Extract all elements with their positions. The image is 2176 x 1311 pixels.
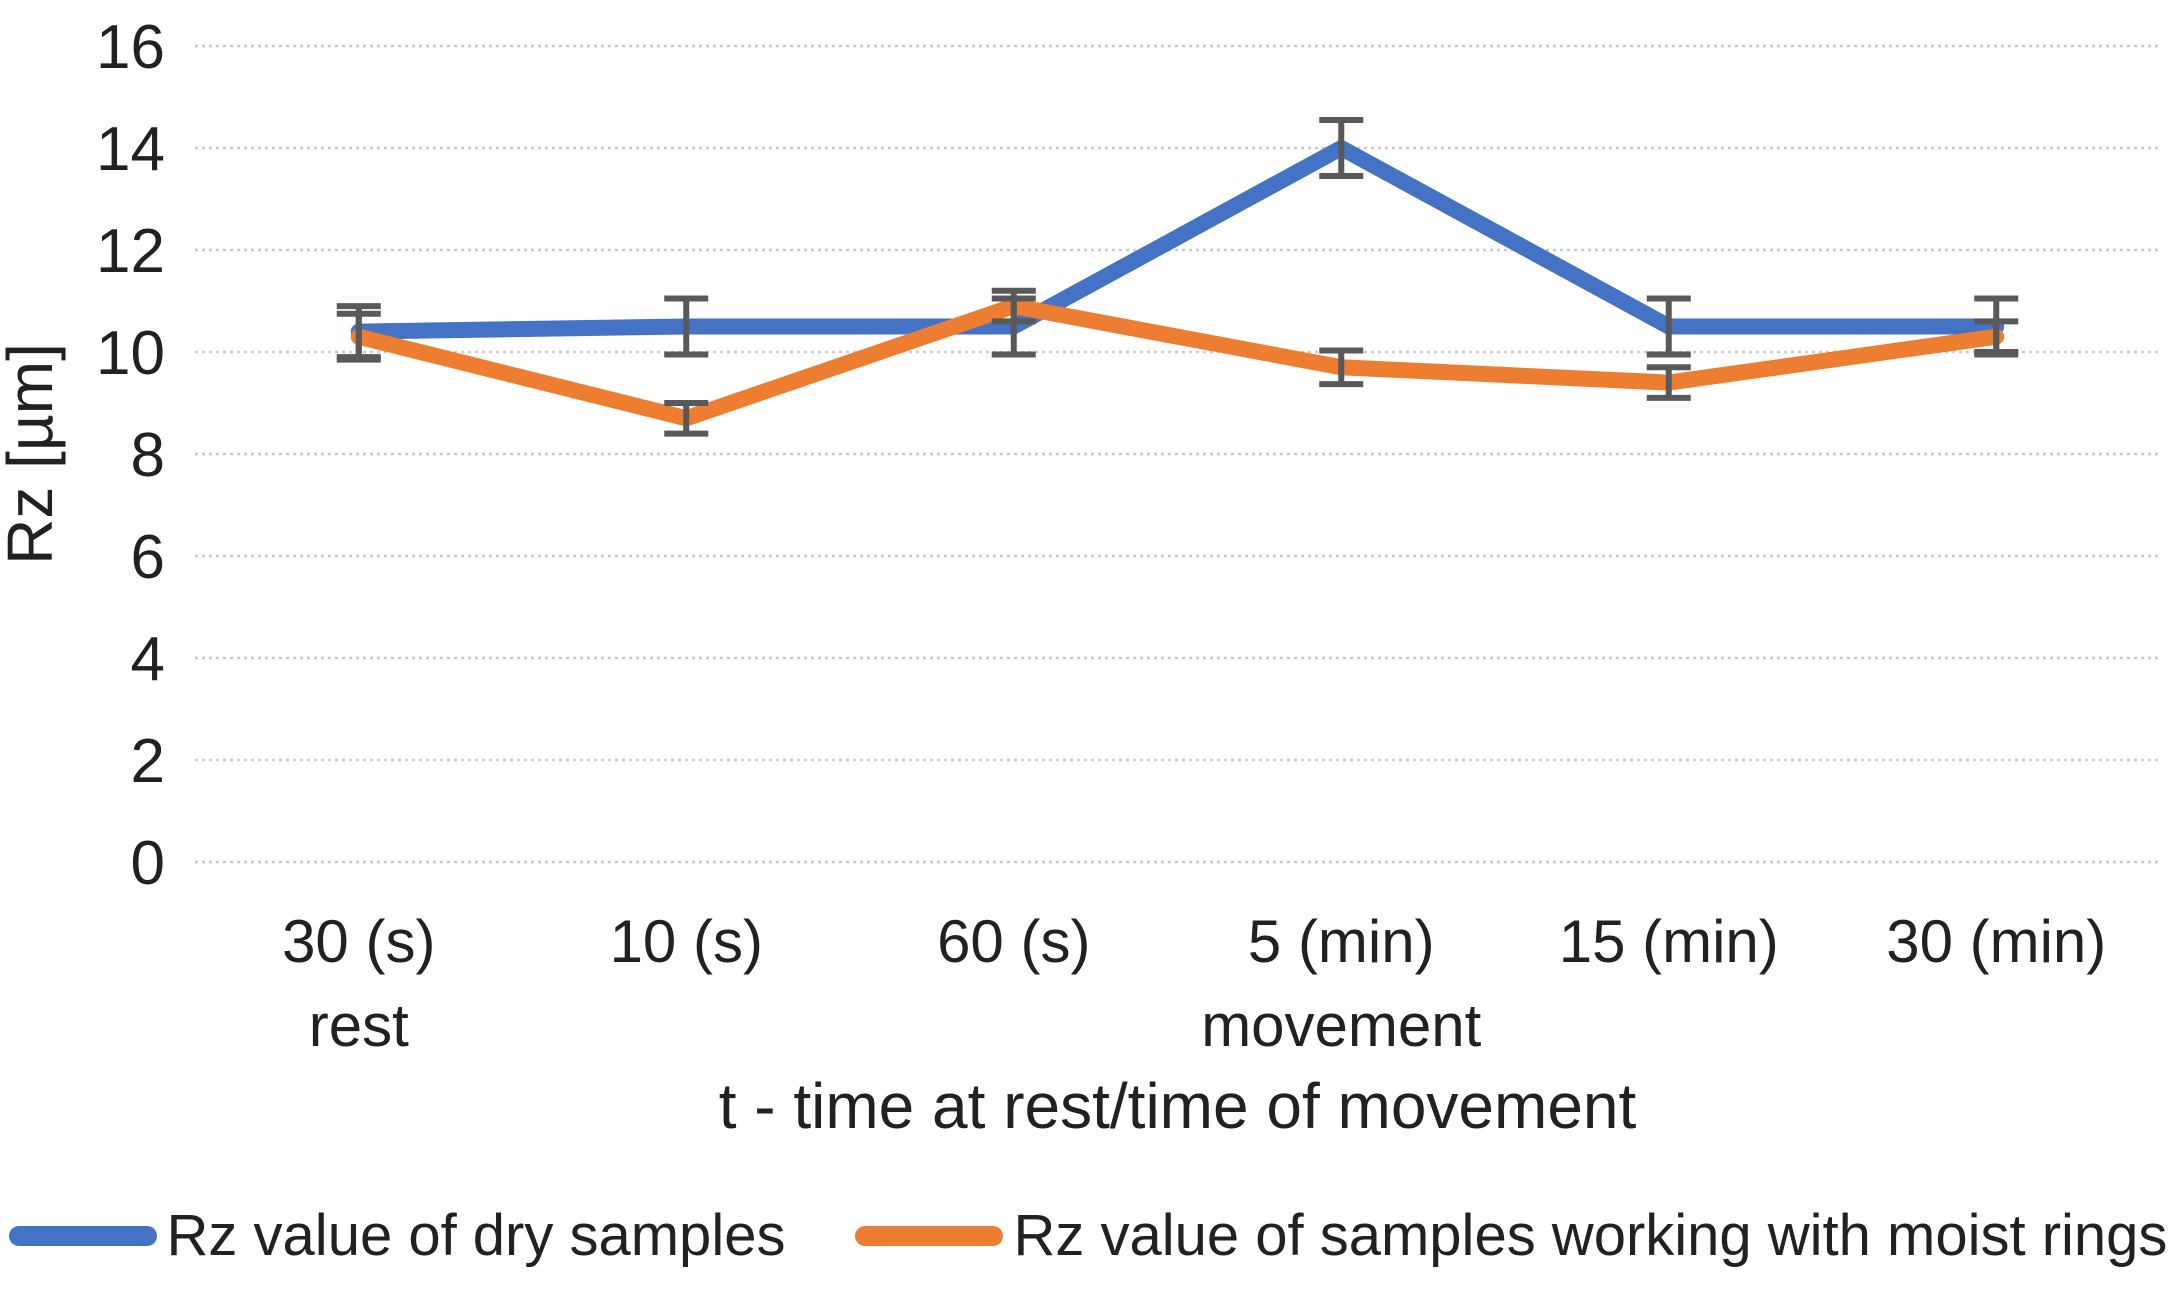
error-bar: [664, 400, 709, 437]
y-tick-label: 10: [96, 319, 165, 388]
series-line-dry: [350, 140, 2005, 340]
error-bar: [336, 310, 381, 363]
y-tick-label: 12: [96, 217, 165, 286]
y-tick-label: 0: [131, 829, 165, 898]
x-tick-label: 30 (s): [282, 908, 435, 975]
legend-item-moist-rings: Rz value of samples working with moist r…: [855, 1202, 2167, 1269]
x-tick-label: 30 (min): [1886, 908, 2106, 975]
legend-line-swatch-orange: [855, 1225, 1004, 1246]
x-sub-label: rest: [309, 992, 409, 1059]
error-bar: [1319, 116, 1364, 180]
y-tick-label: 2: [131, 727, 165, 796]
legend-label-dry-samples: Rz value of dry samples: [166, 1203, 786, 1268]
legend-line-swatch-blue: [8, 1225, 157, 1246]
error-bar: [1646, 364, 1691, 401]
error-bar: [1646, 295, 1691, 358]
y-axis-title: Rz [µm]: [0, 343, 66, 565]
x-axis-title: t - time at rest/time of movement: [719, 1070, 1637, 1142]
x-tick-label: 5 (min): [1248, 908, 1435, 975]
x-sub-label: movement: [1201, 992, 1481, 1059]
x-tick-label: 15 (min): [1559, 908, 1779, 975]
error-bar: [1974, 318, 2019, 355]
series-line-moist: [350, 298, 2005, 427]
y-tick-label: 16: [96, 13, 165, 82]
y-tick-label: 14: [96, 115, 165, 184]
error-bar: [664, 295, 709, 358]
y-tick-label: 6: [131, 523, 165, 592]
line-chart-canvas: 0 2 4 6 8 10 12 14 16 Rz [µm] 30 (s) rest 10 (s) 60 (…: [0, 13, 2160, 1142]
legend-item-dry-samples: Rz value of dry samples: [8, 1202, 786, 1269]
legend-label-moist-rings: Rz value of samples working with moist r…: [1013, 1203, 2168, 1268]
error-bar: [991, 287, 1036, 325]
error-bar: [1319, 347, 1364, 388]
x-tick-label: 10 (s): [610, 908, 763, 975]
x-tick-label: 60 (s): [937, 908, 1090, 975]
chart-legend: Rz value of dry samples Rz value of samp…: [0, 1160, 2176, 1311]
y-tick-label: 4: [131, 625, 165, 694]
y-tick-label: 8: [131, 421, 165, 490]
